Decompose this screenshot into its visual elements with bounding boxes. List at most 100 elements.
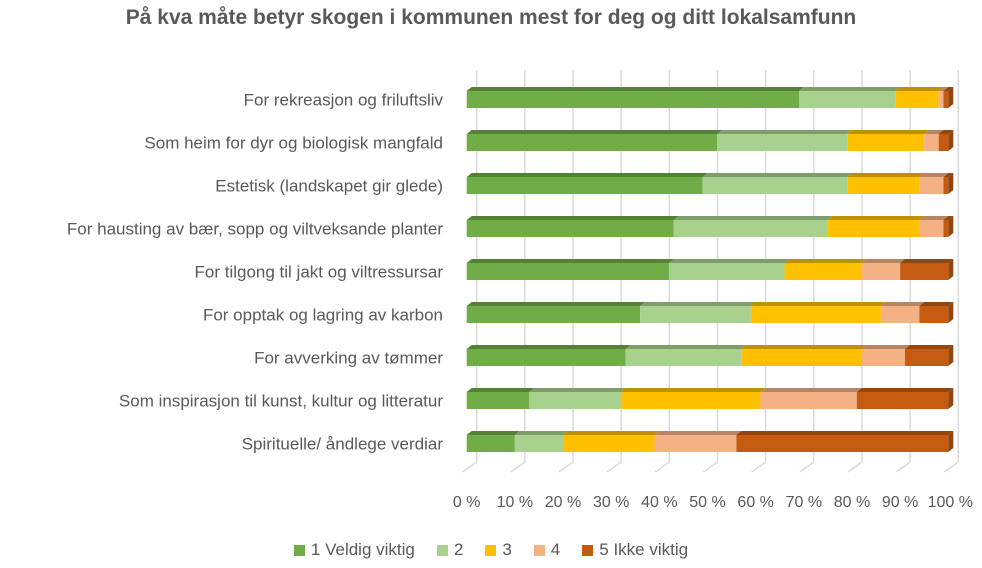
bar-segment bbox=[466, 177, 703, 194]
bar-segment bbox=[924, 134, 939, 151]
bar-segment-top bbox=[760, 388, 862, 392]
bar-segment bbox=[919, 220, 944, 237]
legend-item: 2 bbox=[436, 540, 463, 560]
x-tick-label: 50 % bbox=[689, 494, 725, 511]
bar-segment-top bbox=[847, 130, 930, 134]
bar-segment bbox=[895, 91, 939, 108]
bar-segment-top bbox=[861, 259, 906, 263]
category-label: For rekreasjon og friluftsliv bbox=[244, 91, 444, 110]
bar-segment-top bbox=[529, 388, 626, 392]
bar-segment bbox=[943, 220, 949, 237]
bar-segment-top bbox=[943, 87, 954, 91]
bar-segment bbox=[741, 349, 862, 366]
category-label: Estetisk (landskapet gir glede) bbox=[215, 177, 443, 196]
bar-segment-top bbox=[673, 216, 833, 220]
bar-segment-top bbox=[938, 87, 949, 91]
bar-segment bbox=[861, 263, 901, 280]
gridline-floor bbox=[847, 461, 863, 473]
bar-segment bbox=[784, 263, 862, 280]
gridline-floor bbox=[462, 461, 478, 473]
bar-segment bbox=[900, 263, 949, 280]
bar-segment bbox=[466, 220, 674, 237]
bar-segment bbox=[466, 435, 515, 452]
x-tick-label: 70 % bbox=[786, 494, 822, 511]
bar-segment-top bbox=[943, 173, 954, 177]
bar-segment-side bbox=[948, 345, 954, 366]
category-labels: For rekreasjon og friluftsliv Som heim fo… bbox=[67, 91, 444, 454]
bar-segment bbox=[736, 435, 949, 452]
bar-segment-top bbox=[784, 259, 867, 263]
bar-segment-top bbox=[924, 130, 944, 134]
bar-segment-side bbox=[948, 173, 954, 194]
bar-segment-side bbox=[948, 87, 954, 108]
bar-segment-top bbox=[654, 431, 742, 435]
bar-segment-top bbox=[919, 302, 954, 306]
x-tick-label: 10 % bbox=[497, 494, 533, 511]
bar-segment bbox=[625, 349, 742, 366]
bar-segment-top bbox=[750, 302, 886, 306]
bar-segment-top bbox=[668, 259, 790, 263]
bar-segment-top bbox=[880, 302, 925, 306]
bar-segment-top bbox=[717, 130, 853, 134]
gridline-floor bbox=[510, 461, 526, 473]
category-label: Spirituelle/ åndlege verdiar bbox=[242, 435, 444, 454]
x-tick-label: 90 % bbox=[882, 494, 918, 511]
bar-segment-top bbox=[563, 431, 660, 435]
bar-segment bbox=[514, 435, 564, 452]
legend-item: 4 bbox=[533, 540, 560, 560]
bar-segment-top bbox=[919, 216, 949, 220]
bar-segment-top bbox=[466, 302, 646, 306]
bar-segment-top bbox=[736, 431, 954, 435]
chart-title: På kva måte betyr skogen i kommunen mest… bbox=[125, 6, 857, 29]
bar-segment-side bbox=[948, 388, 954, 409]
gridline-floor bbox=[703, 461, 718, 473]
bar-segment bbox=[938, 134, 949, 151]
bar-segment bbox=[904, 349, 949, 366]
bar-segment-side bbox=[948, 216, 954, 237]
bar-segment bbox=[640, 306, 751, 323]
legend-swatch bbox=[436, 544, 448, 556]
bar-segment-top bbox=[943, 216, 954, 220]
legend-item: 3 bbox=[485, 540, 512, 560]
bar-segment-top bbox=[514, 431, 569, 435]
bar-segment-top bbox=[466, 345, 631, 349]
bar-segment bbox=[827, 220, 920, 237]
bar-segment bbox=[466, 349, 626, 366]
bars bbox=[466, 87, 954, 452]
gridline-floor bbox=[654, 461, 670, 473]
x-tick-label: 40 % bbox=[641, 494, 677, 511]
bar-segment bbox=[799, 91, 896, 108]
bar-segment bbox=[919, 177, 944, 194]
x-tick-label: 0 % bbox=[453, 494, 481, 511]
bar-segment-top bbox=[938, 130, 954, 134]
bar-segment bbox=[673, 220, 828, 237]
bar-segment bbox=[702, 177, 848, 194]
bar-segment-top bbox=[466, 431, 520, 435]
category-label: For tilgong til jakt og viltressursar bbox=[195, 263, 444, 282]
bar-segment bbox=[620, 392, 761, 409]
bar-segment bbox=[847, 134, 925, 151]
legend-item: 5 Ikke viktig bbox=[582, 540, 688, 560]
bar-segment-top bbox=[640, 302, 756, 306]
bar-segment-top bbox=[620, 388, 766, 392]
bar-segment bbox=[943, 177, 949, 194]
category-label: For hausting av bær, sopp og viltveksand… bbox=[67, 220, 443, 239]
legend-swatch bbox=[485, 544, 497, 556]
legend-item: 1 Veldig viktig bbox=[293, 540, 415, 560]
bar-segment bbox=[529, 392, 621, 409]
bar-segment bbox=[861, 349, 905, 366]
bar-segment-top bbox=[847, 173, 925, 177]
gridline-floor bbox=[895, 461, 911, 473]
bar-segment-top bbox=[466, 87, 805, 91]
gridline-floor bbox=[943, 461, 959, 473]
bar-segment-top bbox=[741, 345, 867, 349]
bar-segment bbox=[466, 306, 641, 323]
bar-segment bbox=[938, 91, 944, 108]
bar-segment bbox=[654, 435, 737, 452]
bar-segment bbox=[856, 392, 949, 409]
legend-swatch bbox=[533, 544, 545, 556]
bar-segment-top bbox=[466, 173, 708, 177]
bar-segment bbox=[717, 134, 848, 151]
legend-swatch bbox=[293, 544, 305, 556]
category-label: For opptak og lagring av karbon bbox=[203, 306, 443, 325]
